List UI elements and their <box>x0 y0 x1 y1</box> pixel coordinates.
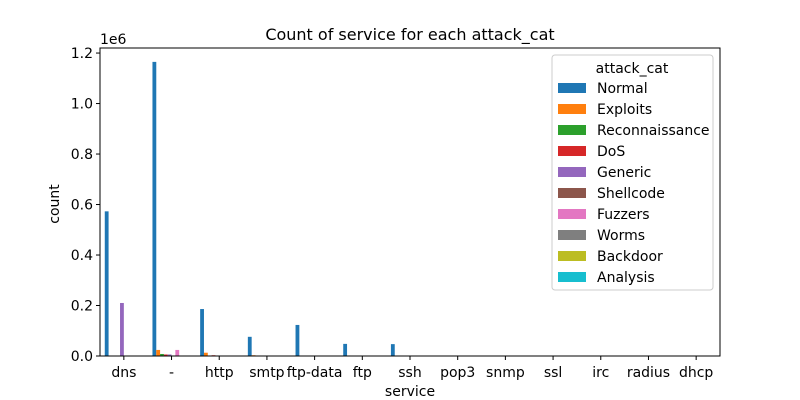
bar <box>120 302 124 356</box>
legend-label: Analysis <box>597 270 655 286</box>
y-tick-label: 1.2 <box>71 46 93 62</box>
y-tick-label: 0.8 <box>71 147 93 163</box>
y-tick-label: 0.2 <box>71 299 93 315</box>
bar <box>390 344 395 356</box>
x-tick-label: smtp <box>249 365 284 381</box>
x-axis-label: service <box>385 384 435 400</box>
bar <box>247 336 252 356</box>
y-tick-label: 1.0 <box>71 97 93 113</box>
legend-swatch <box>558 188 586 198</box>
legend-label: Exploits <box>597 102 652 118</box>
legend-swatch <box>558 272 586 282</box>
bar <box>156 349 161 356</box>
bar <box>203 352 208 356</box>
legend-title: attack_cat <box>596 61 669 77</box>
x-tick-label: dns <box>111 365 136 381</box>
x-tick-label: radius <box>627 365 670 381</box>
bar <box>163 354 168 356</box>
y-tick-label: 0.6 <box>71 198 93 214</box>
legend-label: Fuzzers <box>597 207 650 223</box>
legend-swatch <box>558 83 586 93</box>
legend-box <box>551 54 714 291</box>
y-ticks: 0.0 0.2 0.4 0.6 0.8 1.0 1.2 <box>71 46 100 365</box>
legend: attack_cat Normal Exploits Reconnaissance D… <box>551 54 714 291</box>
y-multiplier-label: 1e6 <box>100 32 127 48</box>
legend-items: Normal Exploits Reconnaissance DoS Generic Sh… <box>558 81 710 286</box>
legend-label: Generic <box>597 165 651 181</box>
legend-swatch <box>558 209 586 219</box>
y-axis-label: count <box>47 184 63 224</box>
legend-swatch <box>558 230 586 240</box>
bar <box>167 354 172 356</box>
bar <box>160 353 164 356</box>
legend-label: DoS <box>597 144 625 160</box>
legend-swatch <box>558 251 586 261</box>
bars-layer <box>104 61 395 356</box>
x-tick-label: ftp-data <box>287 365 343 381</box>
legend-label: Shellcode <box>597 186 665 202</box>
legend-label: Backdoor <box>597 249 663 265</box>
y-tick-label: 0.4 <box>71 248 93 264</box>
x-ticks: dns - http smtp ftp-data ftp ssh pop3 snmp ssl irc… <box>111 356 713 381</box>
legend-label: Normal <box>597 81 648 97</box>
legend-swatch <box>558 146 586 156</box>
x-tick-label: ftp <box>353 365 372 381</box>
x-tick-label: irc <box>592 365 609 381</box>
x-tick-label: ssh <box>398 365 421 381</box>
legend-swatch <box>558 104 586 114</box>
bar <box>295 324 300 356</box>
x-tick-label: snmp <box>486 365 525 381</box>
plot-frame <box>99 47 721 357</box>
x-tick-label: dhcp <box>679 365 713 381</box>
x-tick-label: - <box>169 365 174 381</box>
chart-title: Count of service for each attack_cat <box>265 25 554 45</box>
legend-swatch <box>558 125 586 135</box>
bar <box>152 61 157 356</box>
bar <box>343 343 348 356</box>
x-tick-label: pop3 <box>440 365 475 381</box>
legend-swatch <box>558 167 586 177</box>
bar <box>200 309 204 356</box>
x-tick-label: http <box>205 365 234 381</box>
legend-label: Reconnaissance <box>597 123 710 139</box>
x-tick-label: ssl <box>544 365 562 381</box>
bar <box>175 349 180 356</box>
legend-label: Worms <box>597 228 645 244</box>
y-tick-label: 0.0 <box>71 349 93 365</box>
bar <box>104 211 109 356</box>
